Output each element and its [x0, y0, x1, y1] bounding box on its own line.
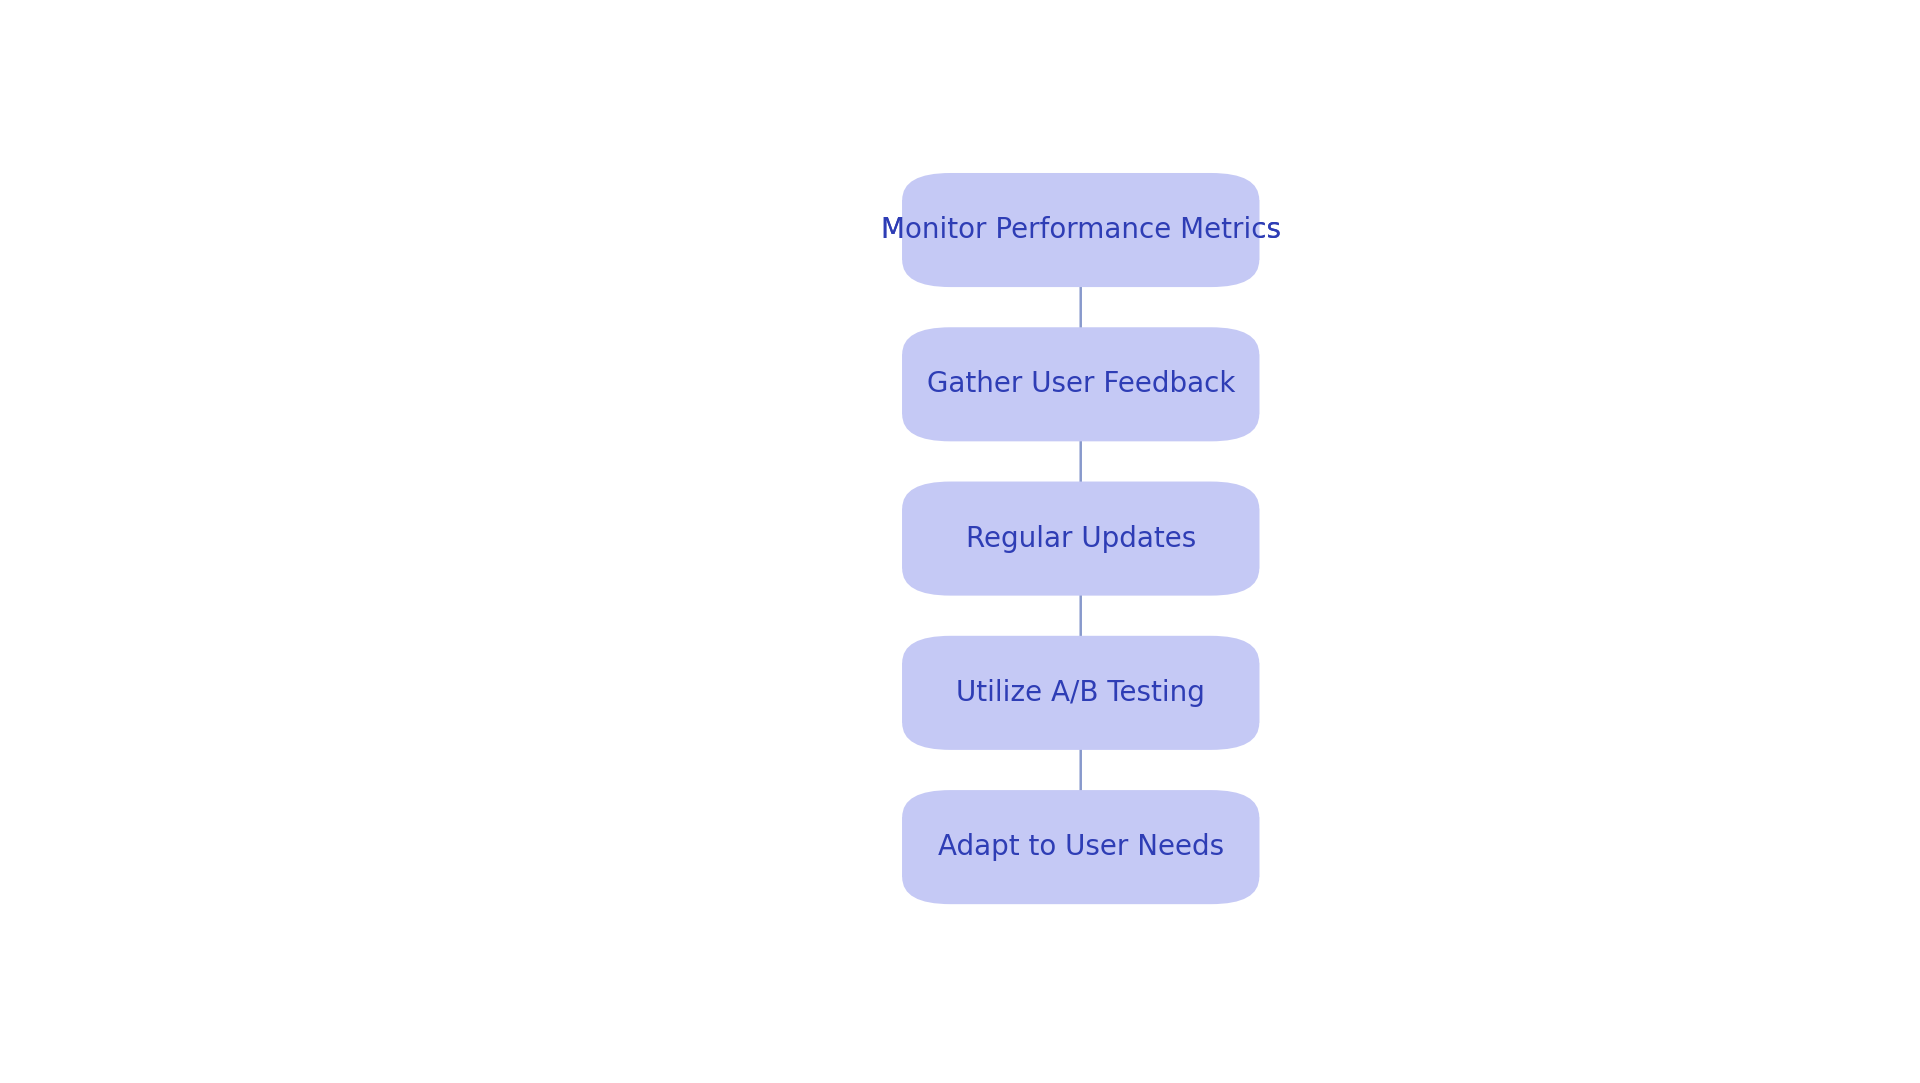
Text: Adapt to User Needs: Adapt to User Needs: [937, 833, 1223, 861]
Text: Utilize A/B Testing: Utilize A/B Testing: [956, 679, 1206, 707]
FancyBboxPatch shape: [902, 200, 1260, 260]
Text: Utilize A/B Testing: Utilize A/B Testing: [956, 679, 1206, 707]
Text: Gather User Feedback: Gather User Feedback: [927, 370, 1235, 399]
FancyBboxPatch shape: [902, 327, 1260, 442]
Text: Monitor Performance Metrics: Monitor Performance Metrics: [881, 216, 1281, 244]
FancyBboxPatch shape: [902, 791, 1260, 904]
FancyBboxPatch shape: [902, 636, 1260, 749]
Text: Gather User Feedback: Gather User Feedback: [927, 370, 1235, 399]
Text: Regular Updates: Regular Updates: [966, 524, 1196, 552]
FancyBboxPatch shape: [902, 509, 1260, 569]
FancyBboxPatch shape: [902, 663, 1260, 722]
FancyBboxPatch shape: [902, 354, 1260, 415]
FancyBboxPatch shape: [902, 817, 1260, 877]
Text: Monitor Performance Metrics: Monitor Performance Metrics: [881, 216, 1281, 244]
FancyBboxPatch shape: [902, 482, 1260, 596]
FancyBboxPatch shape: [902, 173, 1260, 287]
Text: Adapt to User Needs: Adapt to User Needs: [937, 833, 1223, 861]
Text: Regular Updates: Regular Updates: [966, 524, 1196, 552]
